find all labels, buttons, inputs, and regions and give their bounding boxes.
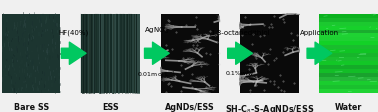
Text: AgNDs/ESS: AgNDs/ESS — [165, 102, 215, 111]
Bar — [319, 42, 378, 46]
Bar — [319, 38, 378, 42]
Bar — [319, 15, 378, 93]
Bar — [81, 15, 140, 93]
Bar — [319, 54, 378, 58]
FancyArrowPatch shape — [144, 43, 169, 65]
Bar — [319, 81, 378, 85]
Bar — [319, 69, 378, 73]
Bar — [319, 18, 378, 22]
Text: ESS: ESS — [102, 102, 119, 111]
Bar — [319, 46, 378, 50]
Bar — [319, 73, 378, 77]
Text: 1,8-octanedithiol: 1,8-octanedithiol — [210, 30, 270, 36]
Bar — [319, 50, 378, 54]
Text: Water: Water — [335, 102, 363, 111]
Bar — [161, 15, 219, 93]
Text: SH-C$_8$-S-AgNDs/ESS: SH-C$_8$-S-AgNDs/ESS — [225, 102, 314, 112]
Bar — [319, 15, 378, 18]
FancyArrowPatch shape — [307, 43, 332, 65]
Bar — [319, 77, 378, 81]
Text: Bare SS: Bare SS — [14, 102, 49, 111]
Bar — [319, 30, 378, 34]
Text: 0.1%w/w: 0.1%w/w — [226, 69, 254, 74]
Bar — [319, 89, 378, 93]
Bar — [319, 66, 378, 69]
FancyArrowPatch shape — [228, 43, 253, 65]
Bar — [2, 15, 60, 93]
Text: Application: Application — [300, 30, 339, 36]
Bar — [319, 58, 378, 62]
Text: HF(40%): HF(40%) — [59, 29, 89, 36]
Bar — [240, 15, 299, 93]
Bar — [319, 85, 378, 89]
FancyArrowPatch shape — [61, 43, 86, 65]
Bar — [319, 62, 378, 66]
Bar — [319, 34, 378, 38]
Bar — [319, 22, 378, 26]
Text: AgNO$_3$: AgNO$_3$ — [144, 26, 169, 36]
Text: 0.01mol L$^{-1}$: 0.01mol L$^{-1}$ — [137, 69, 177, 79]
Bar — [319, 26, 378, 30]
